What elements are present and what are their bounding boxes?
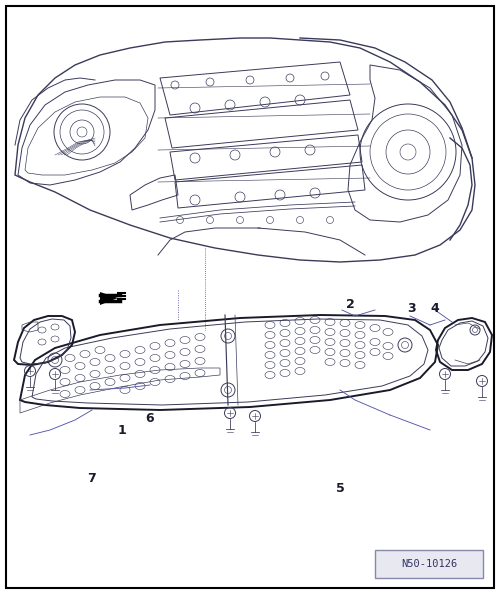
Text: 3: 3	[408, 302, 416, 314]
Text: 6: 6	[146, 412, 154, 425]
Bar	[375, 550, 483, 578]
Text: 7: 7	[88, 472, 96, 485]
Text: 2: 2	[346, 299, 354, 311]
Text: 4: 4	[430, 302, 440, 314]
Text: N50-10126: N50-10126	[401, 559, 457, 569]
Text: 1: 1	[118, 424, 126, 437]
Polygon shape	[100, 292, 118, 305]
Text: 5: 5	[336, 482, 344, 494]
